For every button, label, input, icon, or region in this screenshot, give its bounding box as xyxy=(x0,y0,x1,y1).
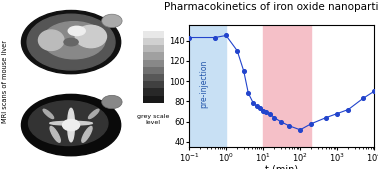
X-axis label: t (min): t (min) xyxy=(265,165,298,169)
Ellipse shape xyxy=(27,14,115,70)
Bar xyxy=(189,25,226,147)
Point xyxy=(278,120,284,123)
Ellipse shape xyxy=(50,121,92,125)
Bar xyxy=(143,60,164,67)
Point xyxy=(266,112,273,115)
Bar xyxy=(263,25,311,147)
Point xyxy=(308,122,314,125)
Point xyxy=(360,97,366,100)
Ellipse shape xyxy=(43,109,54,118)
Bar xyxy=(143,31,164,38)
Ellipse shape xyxy=(82,126,92,142)
Bar xyxy=(143,38,164,45)
Ellipse shape xyxy=(22,94,121,156)
Ellipse shape xyxy=(43,22,105,59)
Point xyxy=(254,105,260,108)
Ellipse shape xyxy=(68,108,74,142)
Ellipse shape xyxy=(50,126,60,142)
Point xyxy=(263,110,269,113)
Point xyxy=(245,92,251,95)
Ellipse shape xyxy=(29,101,108,146)
Bar xyxy=(143,81,164,88)
Bar xyxy=(143,52,164,60)
Text: pre-injection: pre-injection xyxy=(199,59,208,108)
Point xyxy=(212,36,218,39)
Point xyxy=(271,116,277,119)
Point xyxy=(251,102,257,105)
Point xyxy=(223,34,229,37)
Circle shape xyxy=(102,95,122,109)
Point xyxy=(371,90,377,93)
Point xyxy=(186,36,192,39)
Bar xyxy=(143,88,164,96)
Ellipse shape xyxy=(75,25,107,48)
Text: grey scale
level: grey scale level xyxy=(137,114,169,125)
Ellipse shape xyxy=(68,26,85,36)
Point xyxy=(241,70,247,72)
Bar xyxy=(143,96,164,103)
Point xyxy=(257,107,263,110)
Ellipse shape xyxy=(88,109,99,118)
Text: Pharmacokinetics of iron oxide nanoparticles: Pharmacokinetics of iron oxide nanoparti… xyxy=(164,2,378,12)
Ellipse shape xyxy=(22,10,121,74)
Point xyxy=(286,124,292,127)
Circle shape xyxy=(102,14,122,28)
Ellipse shape xyxy=(39,30,64,51)
Bar xyxy=(143,67,164,74)
Text: MRI scans of mouse liver: MRI scans of mouse liver xyxy=(2,40,8,123)
Point xyxy=(334,112,340,115)
Point xyxy=(234,49,240,52)
Point xyxy=(260,109,266,112)
Point xyxy=(323,116,329,119)
Circle shape xyxy=(62,119,79,131)
Point xyxy=(297,128,303,131)
Bar xyxy=(143,45,164,52)
Bar xyxy=(143,74,164,81)
Point xyxy=(345,108,352,111)
Ellipse shape xyxy=(64,38,78,46)
